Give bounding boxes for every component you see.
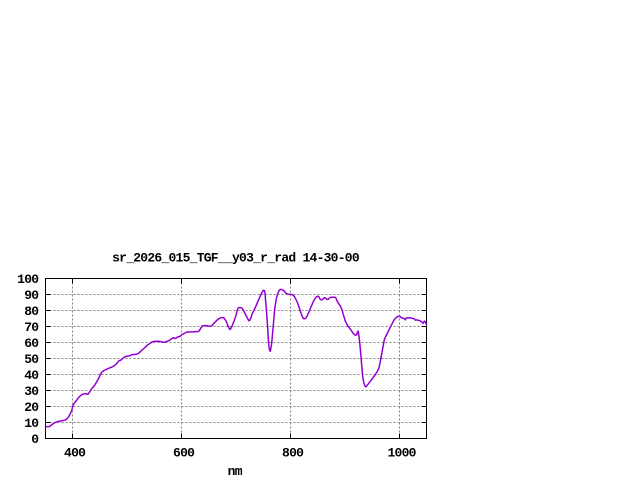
svg-text:80: 80: [24, 304, 39, 319]
svg-text:10: 10: [24, 416, 39, 431]
svg-text:70: 70: [24, 320, 39, 335]
svg-text:800: 800: [282, 445, 304, 460]
svg-text:sr_2026_015_TGF__y03_r_rad 14-: sr_2026_015_TGF__y03_r_rad 14-30-00: [112, 250, 360, 265]
svg-text:600: 600: [173, 445, 195, 460]
svg-text:40: 40: [24, 368, 39, 383]
svg-text:nm: nm: [228, 464, 243, 479]
svg-text:60: 60: [24, 336, 39, 351]
svg-text:1000: 1000: [387, 445, 416, 460]
svg-text:0: 0: [31, 432, 39, 447]
svg-text:90: 90: [24, 288, 39, 303]
svg-text:20: 20: [24, 400, 39, 415]
svg-text:30: 30: [24, 384, 39, 399]
svg-text:100: 100: [17, 272, 39, 287]
svg-text:50: 50: [24, 352, 39, 367]
svg-text:400: 400: [64, 445, 86, 460]
